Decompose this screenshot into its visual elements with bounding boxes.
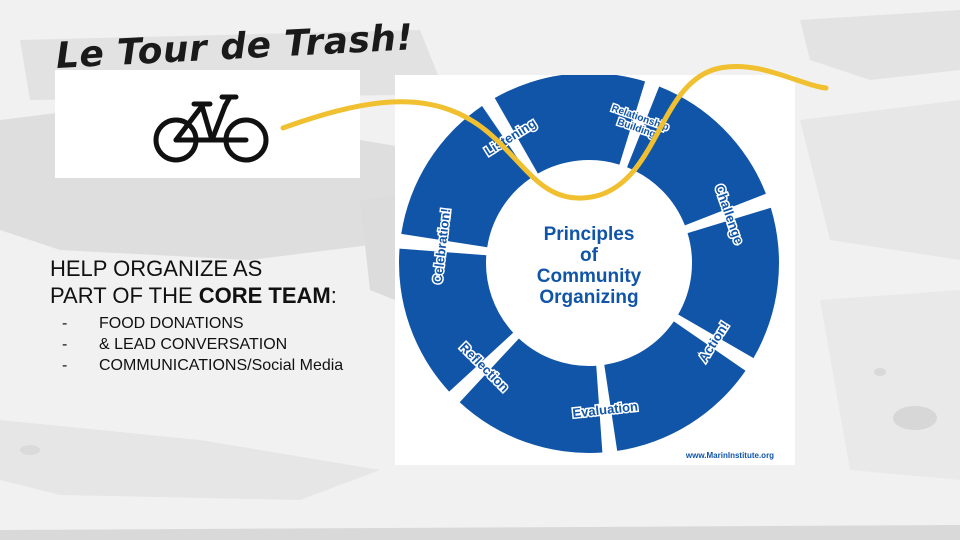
wheel-segment: [494, 75, 646, 174]
heading-line-2-prefix: PART OF THE: [50, 283, 199, 308]
list-bullet: -: [62, 357, 68, 374]
list-item: - COMMUNICATIONS/Social Media: [62, 355, 343, 376]
list-bullet: -: [62, 315, 68, 332]
list-bullet: -: [62, 336, 68, 353]
list-item: - FOOD DONATIONS: [62, 313, 343, 334]
list-item-text: FOOD DONATIONS: [99, 315, 244, 332]
wheel-segment: [604, 321, 746, 451]
heading-line-2: PART OF THE CORE TEAM:: [50, 282, 337, 309]
center-title-line: Principles: [544, 224, 635, 245]
heading-line-2-suffix: :: [330, 283, 337, 308]
core-team-heading: HELP ORGANIZE AS PART OF THE CORE TEAM:: [50, 255, 337, 309]
center-title-line: Community: [537, 266, 642, 287]
wheel-center: [504, 178, 674, 348]
source-credit: www.MarinInstitute.org: [685, 451, 774, 460]
bicycle-icon: [153, 94, 269, 163]
heading-line-1: HELP ORGANIZE AS: [50, 256, 263, 281]
list-item: - & LEAD CONVERSATION: [62, 334, 343, 355]
task-list: - FOOD DONATIONS - & LEAD CONVERSATION - CO…: [62, 313, 343, 376]
center-title-line: Organizing: [539, 287, 638, 308]
wheel-segment: [678, 207, 779, 359]
core-team-label: CORE TEAM: [198, 283, 331, 308]
center-title-line: of: [580, 245, 599, 266]
wheel-segment: [459, 338, 603, 453]
list-item-text: COMMUNICATIONS/Social Media: [99, 357, 344, 374]
wheel-segment: [399, 248, 514, 392]
list-item-text: & LEAD CONVERSATION: [99, 336, 288, 353]
